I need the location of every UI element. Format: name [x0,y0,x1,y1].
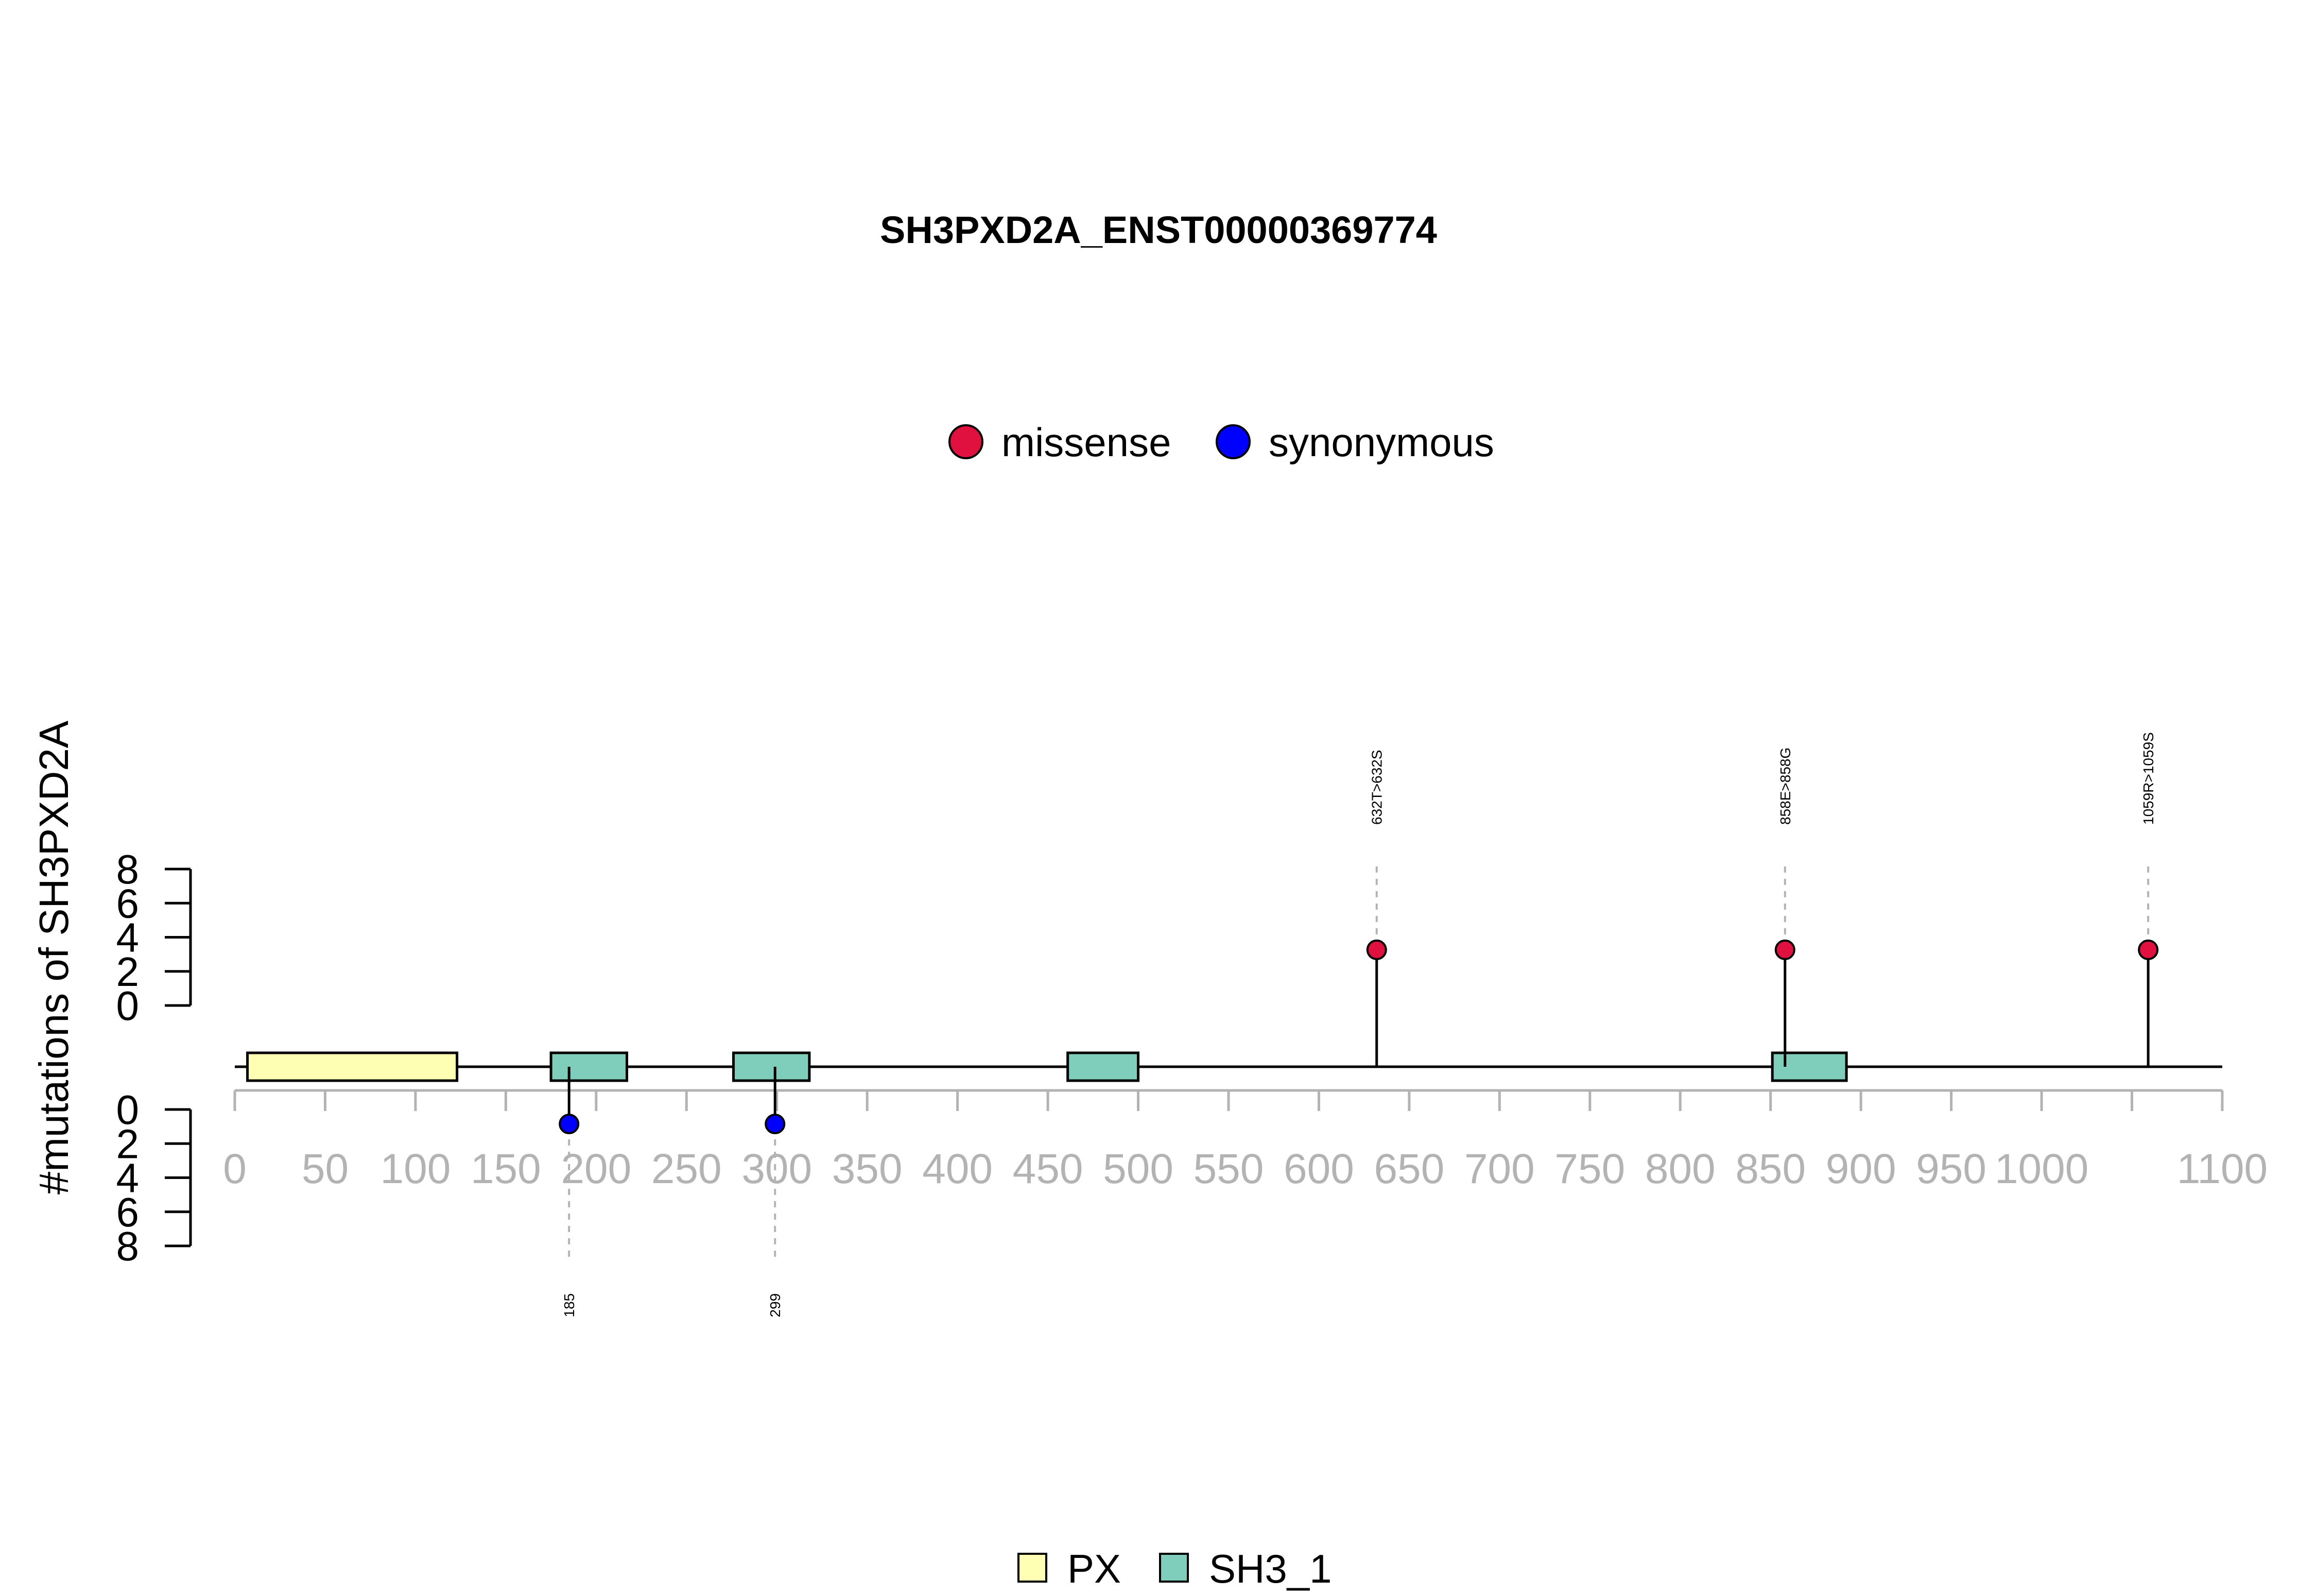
y-tick-label: 6 [116,1189,140,1235]
legend-synonymous-dot [1216,424,1251,459]
x-tick-label: 900 [1826,1146,1896,1192]
x-tick-label: 350 [832,1146,903,1192]
mutation-missense-dot [2138,939,2159,960]
mutation-track: 632T>632S 858E>858G 1059R>1059S 185 299 [559,732,2159,1317]
legend-px-swatch [1017,1553,1047,1583]
mutation-missense-dot [1366,939,1387,960]
x-tick-label: 150 [471,1146,541,1192]
y-tick-label: 0 [116,983,140,1029]
x-tick-label: 50 [302,1146,349,1192]
x-tick-label: 1000 [1995,1146,2088,1192]
domain-px [246,1051,459,1082]
mutation-label: 858E>858G [1777,748,1793,825]
chart-title: SH3PXD2A_ENST00000369774 [880,209,1437,251]
mutation-label: 1059R>1059S [2140,732,2156,825]
y-tick-label: 2 [116,1121,140,1167]
mutation-label: 299 [767,1293,783,1317]
y-axis-label: #mutations of SH3PXD2A [31,720,77,1194]
x-tick-label: 400 [922,1146,993,1192]
x-tick-label: 750 [1554,1146,1625,1192]
x-tick-label: 250 [651,1146,722,1192]
x-tick-label: 850 [1735,1146,1806,1192]
mutation-label: 185 [561,1293,577,1317]
y-tick-label: 0 [116,1087,140,1133]
x-tick-label: 950 [1916,1146,1986,1192]
y-tick-label: 4 [116,1155,140,1201]
domain-sh3-1 [1771,1051,1848,1082]
legend-sh3-1-label: SH3_1 [1209,1546,1332,1591]
x-axis: 0 50 100 150 200 250 300 350 400 450 500 550 600 650 7… [223,1089,2268,1192]
y-tick-label: 8 [116,1223,140,1269]
y-tick-label: 8 [116,846,140,892]
legend-synonymous-label: synonymous [1269,420,1494,465]
x-tick-label: 300 [741,1146,812,1192]
legend-missense-dot [948,424,983,459]
mutation-synonymous-dot [559,1114,580,1135]
domain-sh3-1 [549,1051,628,1082]
domain-sh3-1 [1066,1051,1140,1082]
x-tick-label: 1100 [2177,1146,2268,1192]
domain-legend: PX SH3_1 [1017,1546,1332,1591]
x-tick-label: 700 [1464,1146,1535,1192]
y-tick-label: 2 [116,949,140,995]
legend-px-label: PX [1067,1546,1121,1591]
mutation-synonymous-dot [765,1114,786,1135]
legend-sh3-1-swatch [1159,1553,1189,1583]
mutation-missense-dot [1774,939,1795,960]
x-tick-label: 450 [1013,1146,1083,1192]
x-tick-label: 200 [561,1146,631,1192]
x-tick-label: 500 [1103,1146,1173,1192]
y-tick-label: 6 [116,880,140,926]
legend-missense-label: missense [1001,420,1171,465]
mutation-legend: missense synonymous [948,420,1494,465]
x-tick-label: 800 [1645,1146,1716,1192]
x-tick-label: 550 [1194,1146,1264,1192]
y-tick-label: 4 [116,915,140,961]
domain-track [246,1051,1848,1082]
x-tick-label: 650 [1374,1146,1444,1192]
x-tick-label: 0 [223,1146,247,1192]
mutation-label: 632T>632S [1369,750,1385,825]
x-tick-label: 600 [1284,1146,1354,1192]
x-tick-label: 100 [380,1146,451,1192]
domain-sh3-1 [732,1051,811,1082]
